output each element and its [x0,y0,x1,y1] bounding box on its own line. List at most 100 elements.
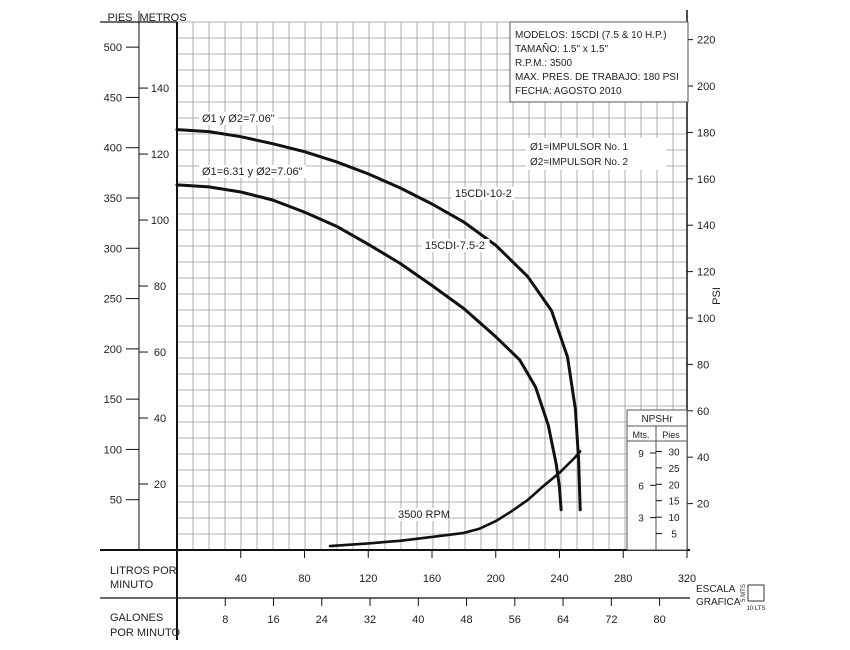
x-tick-label-lpm: 320 [678,573,696,585]
impeller-label-7-5-bg [199,165,306,178]
x-tick-label-lpm: 160 [423,573,441,585]
npsh-tick-label-mts: 6 [638,481,644,492]
y-axis-psi: 20 40 60 80 100 120 140 160 180 200 220 [687,35,715,511]
info-line: R.P.M.: 3500 [515,58,573,69]
y-tick-label-pies: 450 [104,92,122,104]
curve-15cdi-10-2 [175,128,582,512]
series-label-3500-rpm-bg [395,508,446,521]
impeller-note: Ø1=IMPULSOR No. 1 [530,142,629,153]
scale-legend-title: ESCALA [696,584,736,595]
y-tick-label-psi: 80 [697,359,709,371]
x-label-gpm-2: POR MINUTO [110,627,181,639]
x-tick-label-lpm: 80 [298,573,310,585]
y-tick-label-psi: 160 [697,174,715,186]
y-axis-pies: 50 100 150 200 250 300 350 400 450 500 [104,42,139,507]
y-unit-metros: METROS [139,12,186,24]
npsh-title: NPSHr [641,414,673,425]
npsh-axis: NPSHr Mts. Pies 5 10 15 20 25 30 3 6 9 [626,409,688,551]
y-unit-psi: PSI [711,287,723,305]
npsh-tick-label-pies: 25 [668,464,680,475]
y-tick-label-metros: 20 [154,479,166,491]
series-label-15cdi-7-5-2-bg [422,239,490,252]
impeller-label-7-5: Ø1=6.31 y Ø2=7.06" [202,166,303,178]
x-axis: 40 80 120 160 200 240 280 320 8 16 24 32 40 48 56 64 72 8… [222,550,696,626]
npsh-col-pies: Pies [662,430,680,440]
annotation-labels: Ø1 y Ø2=7.06" Ø1=6.31 y Ø2=7.06" 15CDI-10-… [199,112,514,521]
impeller-notes: Ø1=IMPULSOR No. 1 Ø2=IMPULSOR No. 2 [526,138,666,170]
npsh-tick-label-mts: 3 [638,514,644,525]
x-tick-label-gpm: 16 [267,614,279,626]
x-tick-label-gpm: 24 [316,614,328,626]
y-tick-label-psi: 180 [697,127,715,139]
npsh-tick-label-pies: 5 [671,530,677,541]
x-tick-label-gpm: 32 [364,614,376,626]
x-label-lpm-2: MINUTO [110,579,154,591]
npsh-col-mts: Mts. [633,430,650,440]
scale-legend-title-2: GRAFICA [696,597,741,608]
y-tick-label-metros: 140 [151,83,169,95]
x-tick-label-gpm: 80 [653,614,665,626]
x-tick-label-gpm: 8 [222,614,228,626]
x-label-lpm: LITROS POR [110,565,177,577]
y-tick-label-pies: 400 [104,143,122,155]
x-tick-label-gpm: 72 [605,614,617,626]
y-tick-label-pies: 200 [104,344,122,356]
scale-legend-h: 10 LTS [747,606,766,612]
y-tick-label-pies: 50 [110,495,122,507]
y-tick-label-pies: 250 [104,294,122,306]
impeller-label-10: Ø1 y Ø2=7.06" [202,113,275,125]
scale-legend: ESCALA GRAFICA 5 MTS 10 LTS [696,584,765,612]
series-label-3500-rpm: 3500 RPM [398,509,450,521]
x-tick-label-gpm: 64 [557,614,569,626]
info-line: TAMAÑO: 1.5" x 1.5" [515,42,609,55]
y-tick-label-metros: 40 [154,413,166,425]
y-tick-label-pies: 300 [104,243,122,255]
y-tick-label-psi: 140 [697,220,715,232]
y-tick-label-psi: 20 [697,499,709,511]
y-tick-label-psi: 100 [697,313,715,325]
series-label-15cdi-10-2: 15CDI-10-2 [455,188,512,200]
x-tick-label-gpm: 56 [509,614,521,626]
y-tick-label-psi: 120 [697,267,715,279]
series-group [175,128,582,548]
impeller-note: Ø2=IMPULSOR No. 2 [530,157,629,168]
chart-grid [176,21,687,551]
x-tick-label-gpm: 48 [460,614,472,626]
chart-frame [100,10,690,640]
info-line: MODELOS: 15CDI (7.5 & 10 H.P.) [515,30,667,41]
series-label-15cdi-10-2-bg [452,187,514,200]
npsh-tick-label-pies: 20 [668,480,680,491]
x-tick-label-gpm: 40 [412,614,424,626]
npsh-tick-label-pies: 30 [668,447,680,458]
x-tick-label-lpm: 240 [550,573,568,585]
y-tick-label-metros: 80 [154,281,166,293]
y-tick-label-metros: 60 [154,347,166,359]
npsh-tick-label-mts: 9 [638,449,644,460]
series-label-15cdi-7-5-2: 15CDI-7.5-2 [425,240,485,252]
curve-npshr-3500-rpm [328,450,582,548]
y-unit-pies: PIES [107,12,132,24]
x-tick-label-lpm: 200 [487,573,505,585]
info-line: FECHA: AGOSTO 2010 [515,86,622,97]
y-axis-metros: 20 40 60 80 100 120 140 [139,83,169,491]
y-tick-label-pies: 150 [104,394,122,406]
npsh-tick-label-pies: 15 [668,497,680,508]
y-tick-label-pies: 100 [104,444,122,456]
y-tick-label-pies: 500 [104,42,122,54]
info-box: MODELOS: 15CDI (7.5 & 10 H.P.) TAMAÑO: 1… [509,21,689,103]
x-tick-label-lpm: 120 [359,573,377,585]
info-line: MAX. PRES. DE TRABAJO: 180 PSI [515,72,679,83]
curve-15cdi-7-5-2 [175,183,563,512]
y-tick-label-psi: 40 [697,452,709,464]
scale-legend-v: 5 MTS [741,584,747,602]
x-tick-label-lpm: 40 [235,573,247,585]
y-tick-label-psi: 220 [697,35,715,47]
y-tick-label-metros: 100 [151,215,169,227]
x-label-gpm: GALONES [110,612,163,624]
impeller-label-10-bg [199,112,278,125]
y-tick-label-psi: 200 [697,81,715,93]
x-tick-label-lpm: 280 [614,573,632,585]
y-tick-label-psi: 60 [697,406,709,418]
y-tick-label-metros: 120 [151,149,169,161]
